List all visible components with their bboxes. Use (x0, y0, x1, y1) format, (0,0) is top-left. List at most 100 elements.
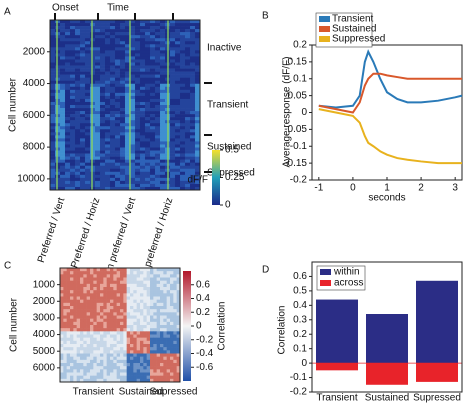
heatmap-cell (110, 344, 114, 348)
heatmap-cell (50, 162, 56, 167)
heatmap-cell (65, 74, 71, 78)
heatmap-cell (170, 147, 176, 151)
heatmap-cell (110, 271, 114, 275)
heatmap-cell (50, 132, 56, 136)
heatmap-cell (70, 141, 76, 145)
heatmap-cell (140, 20, 146, 24)
heatmap-cell (70, 98, 76, 103)
heatmap-cell (115, 23, 121, 27)
colorbar-tick-label: -0.6 (196, 362, 214, 373)
heatmap-cell (195, 98, 201, 103)
heatmap-cell (140, 296, 144, 300)
heatmap-cell (156, 363, 161, 367)
heatmap-cell (105, 62, 111, 66)
heatmap-cell (173, 274, 177, 278)
heatmap-cell (116, 372, 121, 376)
heatmap-cell (185, 183, 191, 188)
heatmap-cell (156, 350, 161, 354)
heatmap-cell (60, 296, 64, 300)
heatmap-cell (86, 375, 91, 380)
heatmap-cell (155, 105, 161, 109)
plot-frame (311, 261, 463, 393)
heatmap-cell (180, 41, 186, 45)
heatmap-cell (135, 117, 141, 121)
heatmap-cell (106, 318, 111, 323)
heatmap-cell (160, 89, 166, 94)
heatmap-cell (73, 271, 77, 275)
heatmap-cell (160, 26, 166, 30)
heatmap-cell (105, 65, 111, 69)
heatmap-cell (180, 174, 186, 179)
heatmap-cell (100, 35, 106, 39)
heatmap-cell (65, 80, 71, 85)
heatmap-cell (120, 74, 126, 78)
heatmap-cell (120, 277, 124, 281)
heatmap-cell (115, 123, 121, 127)
heatmap-cell (125, 89, 131, 94)
heatmap-cell (135, 156, 141, 160)
heatmap-cell (86, 340, 91, 345)
heatmap-cell (76, 369, 81, 373)
heatmap-cell (50, 183, 56, 188)
heatmap-cell (100, 126, 106, 130)
heatmap-cell (175, 53, 181, 57)
heatmap-cell (130, 23, 136, 27)
heatmap-cell (156, 290, 161, 294)
heatmap-cell (166, 306, 171, 310)
y-tick-label: 10000 (17, 174, 45, 185)
heatmap-cell (156, 280, 161, 285)
heatmap-cell (170, 353, 174, 357)
heatmap-cell (60, 331, 64, 335)
heatmap-cell (76, 268, 81, 272)
heatmap-cell (50, 129, 56, 133)
heatmap-cell (170, 38, 176, 42)
heatmap-cell (60, 283, 64, 288)
heatmap-cell (70, 59, 76, 63)
heatmap-cell (140, 168, 146, 173)
heatmap-cell (95, 83, 101, 88)
heatmap-cell (170, 171, 176, 176)
y-tick-label: 0.5 (293, 286, 307, 297)
heatmap-cell (80, 271, 84, 275)
heatmap-cell (140, 138, 146, 142)
heatmap-cell (130, 95, 136, 100)
heatmap-cell (90, 277, 94, 281)
heatmap-cell (130, 44, 136, 48)
heatmap-cell (65, 50, 71, 54)
heatmap-cell (90, 347, 94, 351)
heatmap-cell (130, 274, 134, 278)
heatmap-cell (60, 117, 66, 121)
heatmap-cell (133, 369, 137, 373)
heatmap-cell (175, 68, 181, 72)
heatmap-cell (153, 283, 157, 288)
heatmap-cell (135, 44, 141, 48)
heatmap-cell (195, 129, 201, 133)
heatmap-cell (163, 337, 167, 342)
heatmap-cell (163, 340, 167, 345)
heatmap-cell (63, 344, 67, 348)
heatmap-cell (185, 50, 191, 54)
heatmap-cell (170, 359, 174, 364)
heatmap-cell (163, 325, 167, 329)
heatmap-cell (93, 290, 97, 294)
heatmap-cell (180, 165, 186, 170)
heatmap-cell (150, 174, 156, 179)
heatmap-cell (50, 92, 56, 97)
heatmap-cell (123, 356, 127, 361)
heatmap-cell (145, 32, 151, 36)
heatmap-cell (185, 168, 191, 173)
heatmap-cell (160, 111, 166, 115)
heatmap-cell (73, 283, 77, 288)
heatmap-cell (190, 120, 196, 124)
heatmap-cell (70, 32, 76, 36)
heatmap-cell (123, 331, 127, 335)
heatmap-cell (63, 312, 67, 316)
heatmap-cell (60, 353, 64, 357)
heatmap-cell (166, 312, 171, 316)
heatmap-cell (135, 159, 141, 163)
heatmap-cell (180, 59, 186, 63)
heatmap-cell (160, 132, 166, 136)
heatmap-cell (95, 92, 101, 97)
heatmap-cell (75, 156, 81, 160)
heatmap-cell (83, 331, 87, 335)
